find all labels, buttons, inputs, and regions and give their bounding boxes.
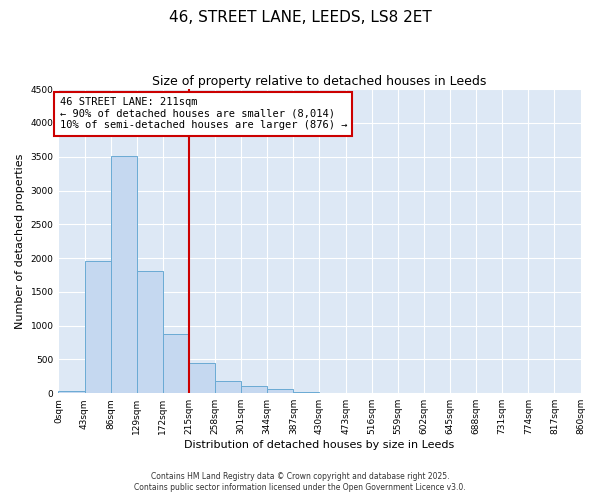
Bar (267, 390, 293, 393)
Bar (137, 271, 163, 393)
Bar (163, 334, 189, 393)
Text: Contains HM Land Registry data © Crown copyright and database right 2025.: Contains HM Land Registry data © Crown c… (151, 472, 449, 481)
Text: 46 STREET LANE: 211sqm
← 90% of detached houses are smaller (8,014)
10% of semi-: 46 STREET LANE: 211sqm ← 90% of detached… (59, 98, 347, 130)
Bar (215, 382, 241, 393)
Bar (241, 386, 267, 393)
Y-axis label: Number of detached properties: Number of detached properties (15, 154, 25, 329)
Bar (85, 262, 110, 393)
Bar (189, 363, 215, 393)
Bar (110, 156, 137, 393)
X-axis label: Distribution of detached houses by size in Leeds: Distribution of detached houses by size … (184, 440, 455, 450)
Text: Contains public sector information licensed under the Open Government Licence v3: Contains public sector information licen… (134, 484, 466, 492)
Title: Size of property relative to detached houses in Leeds: Size of property relative to detached ho… (152, 75, 487, 88)
Bar (58, 390, 85, 393)
Text: 46, STREET LANE, LEEDS, LS8 2ET: 46, STREET LANE, LEEDS, LS8 2ET (169, 10, 431, 25)
Bar (293, 392, 319, 393)
